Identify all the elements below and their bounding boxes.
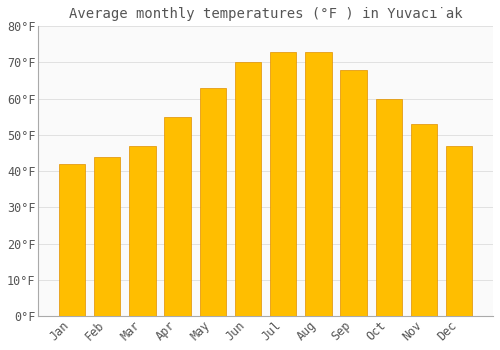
Bar: [235, 63, 261, 316]
Bar: [305, 52, 332, 316]
Bar: [200, 88, 226, 316]
Bar: [340, 70, 367, 316]
Bar: [411, 124, 437, 316]
Bar: [446, 146, 472, 316]
Bar: [376, 99, 402, 316]
Bar: [164, 117, 191, 316]
Bar: [59, 164, 86, 316]
Title: Average monthly temperatures (°F ) in Yuvacı̇ak: Average monthly temperatures (°F ) in Yu…: [69, 7, 462, 21]
Bar: [130, 146, 156, 316]
Bar: [94, 157, 120, 316]
Bar: [270, 52, 296, 316]
